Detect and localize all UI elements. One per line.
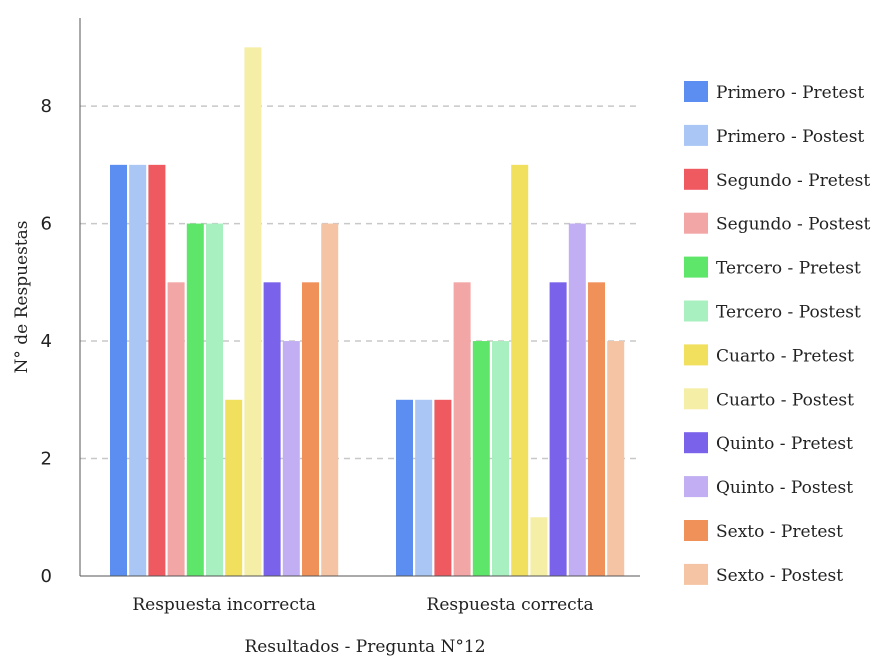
bar (186, 223, 204, 576)
bar (244, 47, 262, 577)
legend-item: Sexto - Postest (684, 563, 843, 586)
legend-item: Cuarto - Pretest (684, 344, 854, 366)
legend-label: Segundo - Postest (716, 215, 870, 235)
bar (588, 282, 605, 576)
bar (453, 282, 471, 576)
legend-swatch (684, 212, 708, 234)
y-tick-label: 6 (41, 214, 52, 235)
legend-item: Quinto - Pretest (684, 432, 853, 454)
legend-label: Sexto - Postest (716, 566, 843, 586)
bar (396, 399, 413, 576)
y-axis-label: N° de Respuestas (12, 220, 32, 373)
legend-swatch (684, 81, 708, 102)
bar (415, 399, 433, 576)
bar (530, 517, 548, 576)
legend-label: Quinto - Postest (716, 478, 853, 498)
legend-label: Sexto - Pretest (716, 522, 843, 542)
legend-label: Cuarto - Pretest (716, 346, 854, 366)
y-tick-labels: 0 2 4 6 8 (41, 96, 52, 587)
bar (129, 164, 147, 576)
legend-swatch (684, 300, 708, 322)
y-tick-label: 0 (41, 566, 52, 587)
legend-swatch (684, 432, 708, 454)
legend-swatch (684, 256, 708, 278)
legend-item: Segundo - Postest (684, 212, 870, 235)
y-tick-label: 8 (41, 96, 52, 117)
legend-swatch (684, 124, 708, 146)
x-tick-labels: Respuesta incorrecta Respuesta correcta (132, 595, 593, 615)
legend-swatch (684, 563, 708, 585)
legend-item: Sexto - Pretest (684, 520, 843, 542)
legend-swatch (684, 344, 708, 366)
bar (492, 341, 509, 576)
legend-item: Quinto - Postest (684, 476, 853, 498)
bar (167, 282, 185, 576)
legend-item: Tercero - Postest (684, 300, 861, 323)
x-tick-label: Respuesta correcta (427, 595, 594, 615)
bar (225, 399, 243, 576)
legend-swatch (684, 476, 708, 498)
x-axis-label: Resultados - Pregunta N°12 (244, 637, 485, 657)
bar (206, 223, 223, 576)
legend-label: Quinto - Pretest (716, 434, 853, 454)
y-tick-label: 4 (41, 331, 52, 352)
bar (472, 341, 490, 576)
legend-label: Segundo - Pretest (716, 171, 870, 191)
x-tick-label: Respuesta incorrecta (132, 595, 316, 615)
bar (110, 164, 127, 576)
bar (282, 341, 300, 576)
bar (434, 399, 452, 576)
bars (110, 47, 625, 577)
legend-item: Segundo - Pretest (684, 168, 870, 191)
legend-label: Primero - Pretest (716, 83, 864, 103)
y-tick-label: 2 (41, 449, 52, 470)
legend: Primero - Pretest Primero - Postest Segund… (684, 81, 870, 586)
legend-swatch (684, 520, 708, 541)
bar (607, 341, 625, 576)
bar (302, 282, 319, 576)
bar (549, 282, 567, 576)
bar (511, 164, 529, 576)
bar (568, 223, 586, 576)
legend-label: Primero - Postest (716, 127, 864, 147)
legend-label: Cuarto - Postest (716, 390, 854, 410)
legend-item: Cuarto - Postest (684, 388, 854, 410)
legend-swatch (684, 388, 708, 410)
bar (148, 164, 166, 576)
legend-item: Tercero - Pretest (684, 256, 861, 279)
legend-label: Tercero - Pretest (716, 259, 861, 279)
bar (321, 223, 339, 576)
legend-swatch (684, 168, 708, 190)
bar (263, 282, 281, 576)
legend-item: Primero - Pretest (684, 81, 864, 103)
legend-label: Tercero - Postest (716, 303, 861, 323)
legend-item: Primero - Postest (684, 124, 864, 147)
